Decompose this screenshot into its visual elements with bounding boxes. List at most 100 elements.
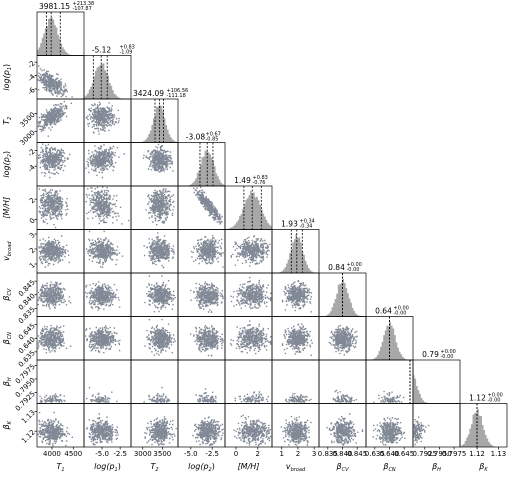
x-tick-label: -2.5 xyxy=(205,450,219,458)
param-title: 3981.15 xyxy=(39,2,70,11)
density-points xyxy=(85,186,130,225)
param-title: -5.12 xyxy=(92,46,112,55)
title-minus: -0.34 xyxy=(300,224,313,230)
x-tick-label: 1.12 xyxy=(469,450,485,458)
label-sub: K xyxy=(7,420,13,424)
label-sub: H xyxy=(437,467,441,473)
label-sub: CV xyxy=(342,467,349,473)
y-tick-label: 0 xyxy=(28,217,37,226)
y-axis-label: βCV xyxy=(2,288,13,302)
param-title: 1.49 xyxy=(234,176,251,185)
param-title: 0.64 xyxy=(375,307,392,316)
title-plus: +213.38 xyxy=(73,1,95,7)
density-points xyxy=(37,143,71,179)
label-sub: CN xyxy=(7,332,13,339)
histogram xyxy=(460,409,497,447)
x-tick-label: 0.635 xyxy=(365,450,385,458)
title-minus: -0.85 xyxy=(206,137,219,143)
panel-frame xyxy=(36,359,85,404)
density-points xyxy=(413,416,430,446)
title-plus: +0.34 xyxy=(300,219,315,225)
title-plus: +0.00 xyxy=(441,349,456,355)
label-sub: 2 xyxy=(155,467,158,473)
density-points xyxy=(190,235,224,268)
title-minus: -111.18 xyxy=(167,93,186,99)
y-tick-label: 2 xyxy=(28,246,37,255)
density-points xyxy=(195,388,217,403)
label-suffix: ) xyxy=(2,64,11,67)
density-points xyxy=(39,393,66,403)
x-tick-label: -5.0 xyxy=(95,450,109,458)
y-tick-label: -2 xyxy=(26,59,37,70)
label-base: β xyxy=(2,424,11,430)
y-axis-label: T2 xyxy=(2,117,13,125)
density-points xyxy=(144,416,177,446)
density-points xyxy=(190,325,224,357)
density-points xyxy=(37,65,73,98)
title-plus: +106.56 xyxy=(167,88,189,94)
histogram xyxy=(225,191,272,230)
title-plus: +0.00 xyxy=(488,393,503,399)
density-points xyxy=(193,186,223,225)
x-tick-label: -2.5 xyxy=(113,450,127,458)
density-points xyxy=(233,414,272,447)
y-tick-label: -4 xyxy=(26,163,37,174)
title-plus: +0.67 xyxy=(206,132,221,138)
density-points xyxy=(142,143,174,173)
density-points xyxy=(144,275,176,313)
density-points xyxy=(372,417,406,446)
y-tick-label: 1.13 xyxy=(20,409,37,426)
x-axis-label: T2 xyxy=(150,462,158,473)
param-title: 0.84 xyxy=(328,263,345,272)
x-tick-label: 0.7950 xyxy=(427,450,452,458)
density-points xyxy=(230,235,271,267)
x-axis-label: [M/H] xyxy=(238,462,260,471)
label-base: β xyxy=(2,381,11,387)
label-base: v xyxy=(2,256,11,261)
label-base: v xyxy=(286,462,291,471)
label-sub: CV xyxy=(7,288,13,295)
histogram xyxy=(370,321,409,360)
density-points xyxy=(192,416,224,446)
y-tick-label: -4 xyxy=(26,72,37,83)
param-title: 1.12 xyxy=(469,394,486,403)
label-base: T xyxy=(150,462,156,471)
param-title: 0.79 xyxy=(422,350,439,359)
x-tick-label: -5.0 xyxy=(184,450,198,458)
x-axis-label: vbroad xyxy=(286,462,306,473)
y-tick-label: -2 xyxy=(26,148,37,159)
title-minus: -0.00 xyxy=(347,267,360,273)
y-tick-label: 3 xyxy=(28,231,37,240)
title-minus: -1.09 xyxy=(120,50,133,56)
label-base: β xyxy=(382,462,388,471)
label-sub: broad xyxy=(7,241,13,256)
title-minus: -0.00 xyxy=(441,354,454,360)
label-base: log(p xyxy=(188,462,208,471)
histogram xyxy=(37,17,74,56)
title-plus: +0.83 xyxy=(120,45,135,51)
y-tick-label: 3500 xyxy=(19,111,37,129)
x-tick-label: 0 xyxy=(234,450,238,458)
x-tick-label: 1.13 xyxy=(491,450,507,458)
label-sub: H xyxy=(7,377,13,381)
density-points xyxy=(85,230,124,268)
density-points xyxy=(190,281,224,313)
density-points xyxy=(328,324,358,356)
x-tick-label: 4500 xyxy=(64,450,82,458)
panel-frame xyxy=(459,403,508,448)
label-base: T xyxy=(56,462,62,471)
density-points xyxy=(145,188,175,226)
panel-frame xyxy=(318,359,367,404)
label-sub: 2 xyxy=(7,117,13,120)
panel-frame xyxy=(365,359,414,404)
y-axis-label: log(p2) xyxy=(2,151,13,178)
label-suffix: ) xyxy=(2,151,11,154)
param-title: -3.08 xyxy=(186,133,206,142)
y-axis-label: [M/H] xyxy=(2,197,11,219)
panel-frame xyxy=(36,185,85,230)
density-points xyxy=(85,144,125,179)
density-points xyxy=(229,320,272,355)
label-base: log(p xyxy=(2,157,11,177)
x-tick-label: 2 xyxy=(296,450,300,458)
y-axis-label: log(p1) xyxy=(2,64,13,91)
